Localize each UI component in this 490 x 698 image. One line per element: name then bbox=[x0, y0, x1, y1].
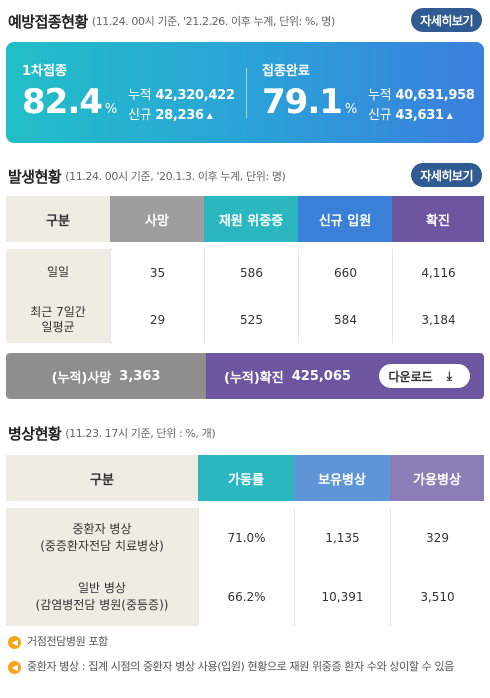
row-label: 중환자 병상 (중증환자전담 치료병상) bbox=[6, 508, 198, 567]
note-item: ◀ 중환자 병상 : 집계 시점의 중환자 병상 사용(입원) 현황으로 재원 … bbox=[8, 659, 484, 675]
download-button[interactable]: 다운로드 ⤓ bbox=[378, 364, 470, 388]
beds-subtitle: (11.23. 17시 기준, 단위 : %, 개) bbox=[65, 427, 216, 440]
cell-value: 3,184 bbox=[392, 296, 484, 343]
table-row: 일일 35 586 660 4,116 bbox=[6, 249, 484, 296]
download-icon: ⤓ bbox=[446, 368, 452, 383]
occ-header-category: 구분 bbox=[6, 196, 110, 242]
row-label: 일일 bbox=[6, 249, 110, 296]
occ-header-severe: 재원 위중증 bbox=[204, 196, 298, 242]
table-row: 일반 병상 (감염병전담 병원(중등증)) 66.2% 10,391 3,510 bbox=[6, 567, 484, 626]
cell-value: 586 bbox=[204, 249, 298, 296]
cell-value: 525 bbox=[204, 296, 298, 343]
occurrence-table: 구분 사망 재원 위중증 신규 입원 확진 일일 35 586 660 4,11… bbox=[6, 196, 484, 343]
speaker-icon: ◀ bbox=[8, 661, 21, 674]
note-text: 중환자 병상 : 집계 시점의 중환자 병상 사용(입원) 현황으로 재원 위중… bbox=[27, 660, 454, 673]
complete-dose-label: 접종완료 bbox=[262, 64, 310, 79]
cell-value: 4,116 bbox=[392, 249, 484, 296]
up-triangle-icon: ▲ bbox=[446, 111, 453, 120]
cumulative-confirmed-label: (누적)확진 bbox=[224, 370, 284, 386]
occurrence-more-button[interactable]: 자세히보기 bbox=[411, 163, 482, 187]
bed-header-owned: 보유병상 bbox=[294, 455, 390, 501]
cell-value: 10,391 bbox=[294, 567, 390, 626]
occurrence-header: 발생현황 (11.24. 00시 기준, '20.1.3. 이후 누계, 단위:… bbox=[8, 163, 482, 189]
beds-table: 구분 가동률 보유병상 가용병상 중환자 병상 (중증환자전담 치료병상) 71… bbox=[6, 455, 484, 626]
occurrence-table-header: 구분 사망 재원 위중증 신규 입원 확진 bbox=[6, 196, 484, 242]
vaccination-card: 1차접종 82.4% 누적 42,320,422 신규 28,236 ▲ 접종완료 7… bbox=[6, 42, 484, 143]
complete-dose-cumulative: 누적 40,631,958 bbox=[368, 88, 475, 103]
download-label: 다운로드 bbox=[388, 369, 433, 384]
bed-header-utilization: 가동률 bbox=[198, 455, 294, 501]
note-text: 거점전담병원 포함 bbox=[27, 635, 108, 648]
cell-value: 71.0% bbox=[198, 508, 294, 567]
occurrence-table-body: 일일 35 586 660 4,116 최근 7일간 일평균 29 525 58… bbox=[6, 249, 484, 343]
vaccination-header: 예방접종현황 (11.24. 00시 기준, '21.2.26. 이후 누계, … bbox=[8, 8, 482, 34]
cell-value: 3,510 bbox=[390, 567, 484, 626]
vaccination-subtitle: (11.24. 00시 기준, '21.2.26. 이후 누계, 단위: %, … bbox=[91, 15, 336, 28]
cumulative-death: (누적)사망 3,363 bbox=[6, 353, 206, 399]
cell-value: 1,135 bbox=[294, 508, 390, 567]
first-dose-percent: 82.4% bbox=[22, 82, 117, 122]
bed-header-available: 가용병상 bbox=[390, 455, 484, 501]
first-dose-new: 신규 28,236 ▲ bbox=[128, 108, 213, 123]
first-dose-label: 1차접종 bbox=[22, 64, 67, 79]
beds-table-header: 구분 가동률 보유병상 가용병상 bbox=[6, 455, 484, 501]
cumulative-confirmed-value: 425,065 bbox=[291, 368, 351, 384]
occurrence-title: 발생현황 bbox=[8, 167, 62, 186]
bed-header-category: 구분 bbox=[6, 455, 198, 501]
first-dose-cumulative: 누적 42,320,422 bbox=[128, 88, 235, 103]
note-item: ◀ 거점전담병원 포함 bbox=[8, 634, 484, 650]
cumulative-death-value: 3,363 bbox=[119, 368, 161, 384]
cell-value: 35 bbox=[110, 249, 204, 296]
cell-value: 29 bbox=[110, 296, 204, 343]
complete-dose-percent: 79.1% bbox=[262, 82, 357, 122]
occ-header-admission: 신규 입원 bbox=[298, 196, 392, 242]
beds-title: 병상현황 bbox=[8, 424, 62, 443]
complete-dose-new: 신규 43,631 ▲ bbox=[368, 108, 453, 123]
cell-value: 66.2% bbox=[198, 567, 294, 626]
occ-header-confirmed: 확진 bbox=[392, 196, 484, 242]
row-label: 최근 7일간 일평균 bbox=[6, 296, 110, 343]
vaccination-divider bbox=[246, 68, 247, 118]
up-triangle-icon: ▲ bbox=[206, 111, 213, 120]
speaker-icon: ◀ bbox=[8, 636, 21, 649]
cell-value: 584 bbox=[298, 296, 392, 343]
cumulative-death-label: (누적)사망 bbox=[51, 370, 112, 386]
row-label: 일반 병상 (감염병전담 병원(중등증)) bbox=[6, 567, 198, 626]
cell-value: 660 bbox=[298, 249, 392, 296]
cumulative-confirmed: (누적)확진 425,065 다운로드 ⤓ bbox=[206, 353, 484, 399]
beds-header: 병상현황 (11.23. 17시 기준, 단위 : %, 개) bbox=[8, 420, 482, 446]
table-row: 중환자 병상 (중증환자전담 치료병상) 71.0% 1,135 329 bbox=[6, 508, 484, 567]
beds-table-body: 중환자 병상 (중증환자전담 치료병상) 71.0% 1,135 329 일반 … bbox=[6, 508, 484, 626]
vaccination-title: 예방접종현황 bbox=[8, 12, 88, 31]
vaccination-more-button[interactable]: 자세히보기 bbox=[411, 8, 482, 32]
table-row: 최근 7일간 일평균 29 525 584 3,184 bbox=[6, 296, 484, 343]
cumulative-bar: (누적)사망 3,363 (누적)확진 425,065 다운로드 ⤓ bbox=[6, 353, 484, 399]
occurrence-subtitle: (11.24. 00시 기준, '20.1.3. 이후 누계, 단위: 명) bbox=[65, 170, 286, 183]
cell-value: 329 bbox=[390, 508, 484, 567]
occ-header-death: 사망 bbox=[110, 196, 204, 242]
